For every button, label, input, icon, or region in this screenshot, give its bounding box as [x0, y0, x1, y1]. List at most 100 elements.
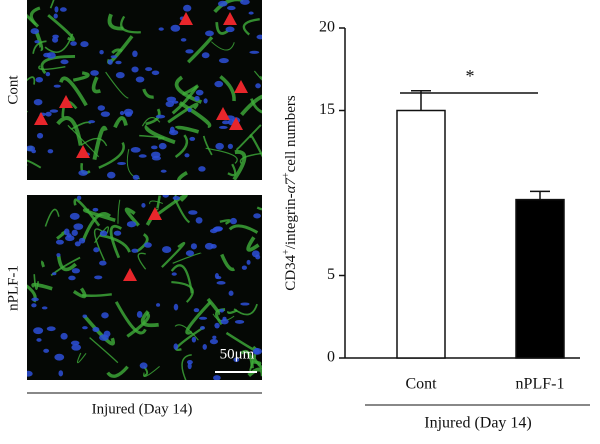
- fiber: [174, 200, 191, 224]
- fiber: [71, 121, 92, 130]
- nucleus: [138, 154, 147, 158]
- y-tick-label: 15: [319, 101, 335, 118]
- fiber: [185, 300, 212, 335]
- nucleus: [220, 318, 229, 325]
- fiber: [178, 101, 212, 129]
- fiber: [219, 219, 231, 225]
- nucleus: [187, 108, 192, 113]
- nucleus: [65, 235, 75, 242]
- row-label: Cont: [5, 75, 21, 105]
- nucleus: [184, 153, 190, 158]
- fiber: [67, 125, 100, 158]
- x-axis-label: Injured (Day 14): [424, 415, 532, 432]
- fiber: [149, 200, 164, 205]
- fiber: [98, 141, 125, 169]
- nucleus: [212, 226, 223, 232]
- row-label: nPLF-1: [5, 265, 21, 311]
- nucleus: [240, 302, 250, 306]
- nucleus: [188, 210, 198, 215]
- nucleus: [41, 306, 48, 310]
- nucleus: [141, 203, 146, 208]
- nucleus: [69, 212, 80, 220]
- nucleus: [229, 217, 237, 225]
- nucleus: [158, 142, 167, 150]
- fiber: [227, 163, 237, 177]
- nucleus: [33, 327, 44, 335]
- fiber: [32, 40, 47, 54]
- nucleus: [132, 174, 140, 180]
- nucleus: [43, 348, 50, 353]
- fiber: [109, 224, 122, 259]
- nucleus: [119, 111, 125, 116]
- nucleus: [166, 96, 177, 102]
- fiber: [91, 76, 101, 94]
- nucleus: [53, 13, 58, 19]
- fiber: [126, 311, 151, 338]
- nucleus: [36, 132, 44, 139]
- fiber: [56, 116, 83, 146]
- nucleus: [161, 246, 172, 253]
- fiber: [137, 252, 147, 270]
- fiber: [167, 102, 199, 124]
- y-axis-label: CD34+/integrin-α7+cell numbers: [281, 95, 300, 291]
- fiber: [171, 85, 199, 115]
- nucleus: [110, 55, 118, 59]
- nucleus: [27, 145, 36, 152]
- nucleus: [209, 338, 219, 345]
- fiber: [44, 208, 60, 227]
- nucleus: [143, 242, 152, 248]
- nucleus: [82, 326, 88, 330]
- nucleus: [180, 38, 187, 42]
- nucleus: [131, 66, 139, 73]
- nucleus: [183, 4, 192, 12]
- nucleus: [156, 303, 161, 307]
- nucleus: [190, 243, 197, 250]
- nucleus: [246, 259, 251, 265]
- nucleus: [54, 353, 65, 361]
- nucleus: [172, 196, 181, 201]
- fiber: [211, 41, 235, 51]
- nucleus: [205, 30, 214, 37]
- nucleus: [198, 166, 206, 172]
- nucleus: [115, 60, 122, 65]
- fiber: [59, 76, 88, 107]
- nucleus: [31, 303, 37, 308]
- nucleus: [51, 272, 57, 276]
- nucleus: [185, 250, 195, 257]
- nucleus: [218, 57, 229, 64]
- nucleus: [113, 230, 122, 236]
- nucleus: [203, 98, 208, 104]
- nucleus: [107, 171, 116, 179]
- y-tick-label: 20: [319, 19, 335, 36]
- fiber: [117, 199, 121, 224]
- nucleus: [204, 242, 214, 250]
- fiber: [49, 0, 55, 9]
- nucleus: [53, 84, 61, 88]
- fiber: [27, 159, 42, 169]
- scale-bar-label: 50μm: [220, 346, 255, 362]
- nucleus: [198, 316, 208, 320]
- fiber: [247, 367, 262, 377]
- fiber: [205, 147, 238, 164]
- fiber: [40, 260, 46, 268]
- fiber: [240, 94, 262, 116]
- nucleus: [201, 52, 210, 59]
- nucleus: [194, 95, 200, 101]
- fiber: [253, 70, 262, 81]
- nucleus: [241, 265, 247, 270]
- nucleus: [45, 72, 51, 77]
- nucleus: [92, 207, 99, 212]
- nucleus: [30, 28, 40, 35]
- fiber: [246, 236, 260, 252]
- nucleus: [151, 145, 158, 150]
- fiber: [220, 253, 236, 272]
- nucleus: [59, 7, 67, 12]
- fiber: [72, 287, 87, 299]
- nucleus: [63, 228, 70, 236]
- nucleus: [225, 26, 235, 33]
- fiber: [33, 274, 40, 290]
- nucleus: [60, 332, 68, 340]
- nucleus: [185, 49, 194, 54]
- fiber: [56, 255, 77, 272]
- nucleus: [227, 5, 236, 11]
